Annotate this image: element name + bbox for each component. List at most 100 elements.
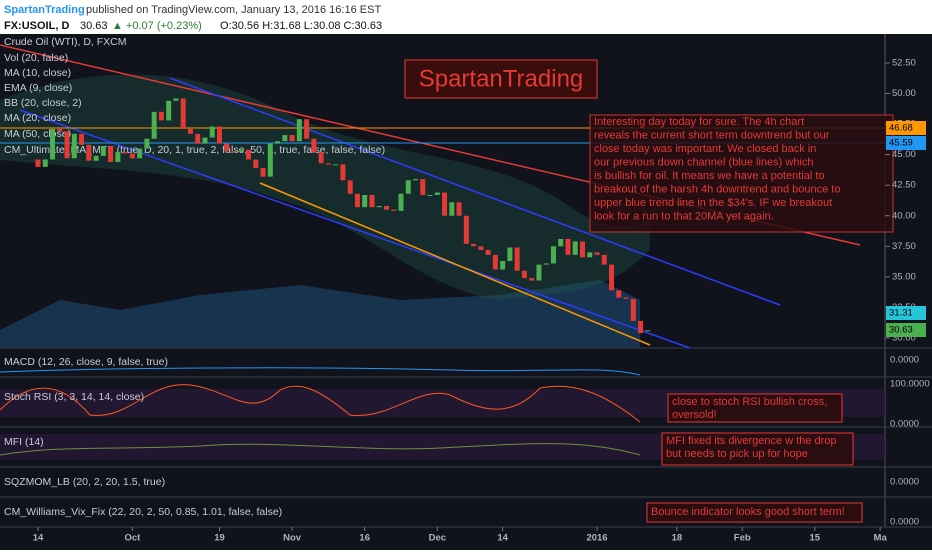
y-tick-label: 50.00	[892, 88, 916, 99]
candle	[543, 263, 549, 265]
candle	[594, 252, 600, 255]
candle	[318, 152, 324, 164]
panel-axis-label: 100.0000	[890, 379, 930, 390]
candle	[391, 209, 397, 211]
x-tick-label: Dec	[429, 533, 446, 544]
candle	[238, 149, 244, 153]
panel-label: Stoch RSI (3, 3, 14, 14, close)	[4, 391, 144, 403]
candle	[463, 215, 469, 244]
candle	[260, 168, 266, 177]
candle	[151, 111, 157, 139]
price-tag-label: 31.31	[889, 308, 913, 319]
candle	[108, 146, 114, 162]
candle	[507, 247, 513, 261]
publisher: SpartanTrading	[4, 4, 85, 16]
candle	[638, 320, 644, 334]
candle	[64, 131, 70, 159]
candle	[253, 159, 259, 169]
x-tick-label: 19	[214, 533, 225, 544]
header-bg	[0, 0, 932, 34]
candle	[93, 155, 99, 161]
price-tag	[886, 136, 926, 150]
candle	[282, 135, 288, 142]
candle	[478, 246, 484, 250]
x-tick-label: Ma	[874, 533, 888, 544]
candle	[311, 138, 317, 153]
volume-area	[0, 280, 640, 348]
macd-line	[0, 367, 641, 376]
candle	[289, 135, 295, 142]
note: oversold!	[672, 409, 717, 421]
candle	[550, 246, 556, 264]
x-tick-label: 14	[497, 533, 508, 544]
change: ▲ +0.07 (+0.23%)	[112, 20, 202, 32]
panel-label: CM_Williams_Vix_Fix (22, 20, 2, 50, 0.85…	[4, 506, 282, 518]
note-box	[661, 432, 854, 466]
annotation-box	[589, 114, 894, 233]
candle	[195, 133, 201, 144]
candle	[521, 270, 527, 279]
panel-axis-label: 0.0000	[890, 477, 919, 488]
candle	[158, 111, 164, 121]
note: Bounce indicator looks good short term!	[651, 506, 845, 518]
candle	[623, 297, 629, 299]
annotation-line: reveals the current short term downtrend…	[594, 129, 830, 141]
candle	[296, 119, 302, 142]
candle	[57, 128, 63, 132]
candle	[514, 247, 520, 271]
candle	[129, 153, 135, 159]
y-tick-label: 42.50	[892, 180, 916, 191]
candle	[325, 163, 331, 165]
candle	[420, 179, 426, 195]
candle	[492, 254, 498, 270]
y-tick-label: 37.50	[892, 241, 916, 252]
price-tag	[886, 121, 926, 135]
candle	[209, 126, 215, 138]
legend: Vol (20, false)	[4, 52, 68, 64]
note: but needs to pick up for hope	[666, 448, 808, 460]
candle	[100, 146, 106, 156]
candle	[50, 128, 56, 160]
candle	[187, 128, 193, 134]
y-tick-label: 30.00	[892, 332, 916, 343]
candle	[217, 126, 222, 144]
legend: CM_Ultimate_MA_MTF (true, D, 20, 1, true…	[4, 144, 385, 156]
candle	[558, 238, 564, 247]
candle	[565, 238, 571, 255]
y-tick-label: 45.00	[892, 149, 916, 160]
candle	[601, 254, 607, 265]
candle	[340, 164, 346, 181]
candle	[71, 133, 77, 159]
bollinger-band	[0, 74, 650, 301]
note-box	[646, 502, 863, 523]
mfi-line	[0, 443, 641, 456]
candle	[144, 138, 150, 149]
published: published on TradingView.com, January 13…	[86, 4, 381, 16]
price-tag	[886, 323, 926, 337]
candle	[572, 241, 578, 255]
candle	[224, 143, 230, 151]
x-tick-label: 18	[672, 533, 683, 544]
candle	[231, 150, 237, 153]
candle	[267, 143, 273, 177]
annotation-line: Interesting day today for sure. The 4h c…	[594, 116, 804, 128]
candle	[42, 159, 48, 167]
panel-label: SQZMOM_LB (20, 2, 20, 1.5, true)	[4, 476, 165, 488]
panel-label: MFI (14)	[4, 436, 44, 448]
panel-axis-label: 0.0000	[890, 419, 919, 430]
trend-line	[169, 77, 781, 306]
candle	[173, 98, 179, 101]
candle	[580, 241, 585, 258]
candle	[630, 298, 636, 321]
candle	[304, 119, 310, 139]
candle	[275, 141, 281, 144]
note: close to stoch RSI bullish cross,	[672, 396, 827, 408]
price-tag	[886, 306, 926, 320]
candle	[485, 249, 491, 255]
panel-axis-label: 0.0000	[890, 517, 919, 528]
x-tick-label: Nov	[283, 533, 302, 544]
annotation-line: upper blue trend line in the $34's. IF w…	[594, 197, 832, 209]
candle	[616, 290, 622, 298]
candle	[471, 243, 477, 247]
